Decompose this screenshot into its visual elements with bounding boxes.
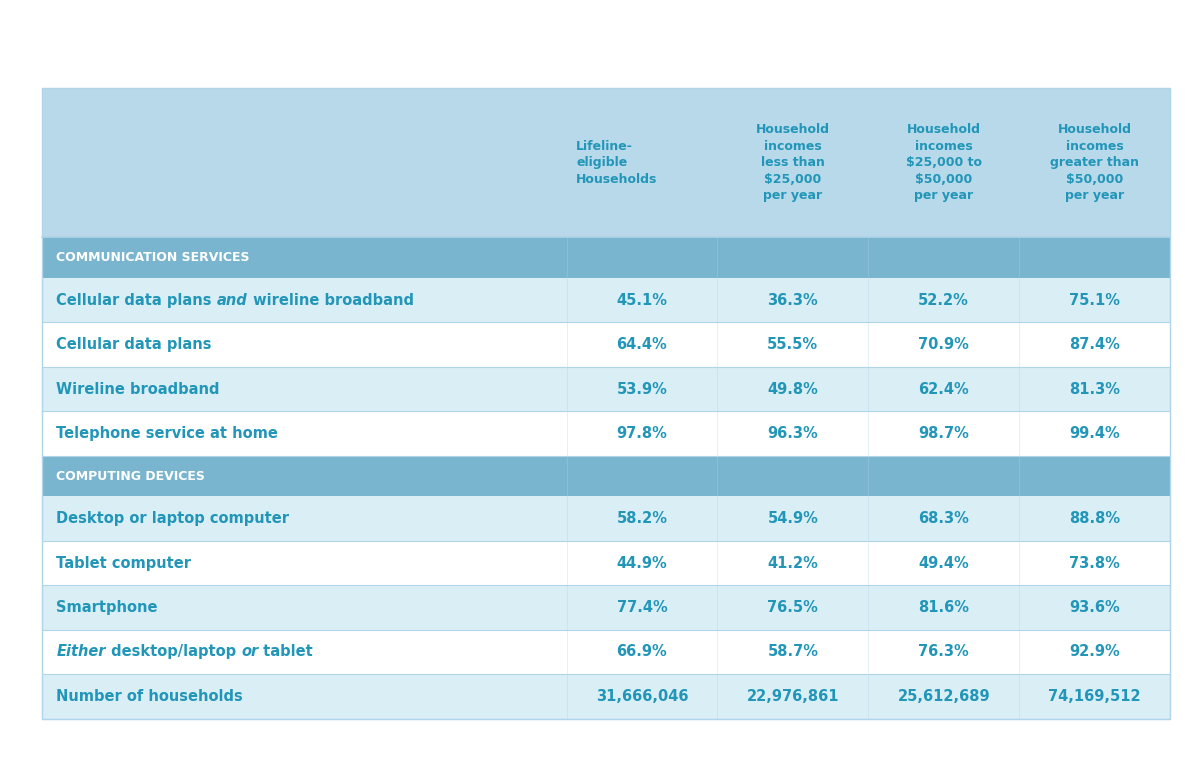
Text: 75.1%: 75.1% bbox=[1069, 293, 1120, 308]
Text: wireline broadband: wireline broadband bbox=[247, 293, 414, 308]
Text: 87.4%: 87.4% bbox=[1069, 337, 1120, 352]
Bar bbox=[42, 541, 1170, 585]
Bar bbox=[42, 367, 1170, 411]
Text: 74,169,512: 74,169,512 bbox=[1049, 689, 1141, 704]
Text: 81.3%: 81.3% bbox=[1069, 381, 1120, 397]
Bar bbox=[42, 88, 1170, 237]
Bar bbox=[42, 674, 1170, 719]
Text: 52.2%: 52.2% bbox=[918, 293, 970, 308]
Text: COMMUNICATION SERVICES: COMMUNICATION SERVICES bbox=[56, 251, 250, 264]
Text: Number of households: Number of households bbox=[56, 689, 244, 704]
Text: Smartphone: Smartphone bbox=[56, 600, 158, 615]
Text: 44.9%: 44.9% bbox=[617, 555, 667, 571]
Text: or: or bbox=[241, 644, 258, 660]
Bar bbox=[42, 278, 1170, 322]
Text: 73.8%: 73.8% bbox=[1069, 555, 1120, 571]
Text: 22,976,861: 22,976,861 bbox=[746, 689, 839, 704]
Bar bbox=[42, 411, 1170, 456]
Text: Lifeline-
eligible
Households: Lifeline- eligible Households bbox=[576, 139, 658, 186]
Text: 49.8%: 49.8% bbox=[767, 381, 818, 397]
Text: Either: Either bbox=[56, 644, 106, 660]
Bar bbox=[42, 496, 1170, 541]
Text: 88.8%: 88.8% bbox=[1069, 511, 1120, 526]
Bar bbox=[42, 585, 1170, 630]
Text: 62.4%: 62.4% bbox=[918, 381, 970, 397]
Text: Tablet computer: Tablet computer bbox=[56, 555, 192, 571]
Text: 68.3%: 68.3% bbox=[918, 511, 970, 526]
Text: 25,612,689: 25,612,689 bbox=[898, 689, 990, 704]
Text: 45.1%: 45.1% bbox=[617, 293, 667, 308]
Text: tablet: tablet bbox=[258, 644, 313, 660]
Text: 93.6%: 93.6% bbox=[1069, 600, 1120, 615]
Text: Household
incomes
greater than
$50,000
per year: Household incomes greater than $50,000 p… bbox=[1050, 123, 1139, 202]
Text: 97.8%: 97.8% bbox=[617, 426, 667, 441]
Text: Cellular data plans: Cellular data plans bbox=[56, 293, 217, 308]
Text: desktop/laptop: desktop/laptop bbox=[106, 644, 241, 660]
Text: 70.9%: 70.9% bbox=[918, 337, 970, 352]
Text: Telephone service at home: Telephone service at home bbox=[56, 426, 278, 441]
Text: 92.9%: 92.9% bbox=[1069, 644, 1120, 660]
Text: COMPUTING DEVICES: COMPUTING DEVICES bbox=[56, 470, 205, 483]
Text: Cellular data plans: Cellular data plans bbox=[56, 337, 212, 352]
Text: 58.2%: 58.2% bbox=[617, 511, 667, 526]
Text: 58.7%: 58.7% bbox=[767, 644, 818, 660]
Text: 99.4%: 99.4% bbox=[1069, 426, 1120, 441]
Text: 36.3%: 36.3% bbox=[768, 293, 818, 308]
Bar bbox=[42, 630, 1170, 674]
Text: 76.5%: 76.5% bbox=[767, 600, 818, 615]
Text: Desktop or laptop computer: Desktop or laptop computer bbox=[56, 511, 289, 526]
Text: 98.7%: 98.7% bbox=[918, 426, 970, 441]
Bar bbox=[42, 322, 1170, 367]
Text: 53.9%: 53.9% bbox=[617, 381, 667, 397]
Text: 66.9%: 66.9% bbox=[617, 644, 667, 660]
Text: 54.9%: 54.9% bbox=[767, 511, 818, 526]
Text: 64.4%: 64.4% bbox=[617, 337, 667, 352]
Text: 96.3%: 96.3% bbox=[768, 426, 818, 441]
Text: Household
incomes
less than
$25,000
per year: Household incomes less than $25,000 per … bbox=[756, 123, 830, 202]
Text: 81.6%: 81.6% bbox=[918, 600, 970, 615]
Text: Household
incomes
$25,000 to
$50,000
per year: Household incomes $25,000 to $50,000 per… bbox=[906, 123, 982, 202]
Text: 41.2%: 41.2% bbox=[767, 555, 818, 571]
Bar bbox=[42, 237, 1170, 278]
Bar bbox=[42, 88, 1170, 719]
Bar bbox=[42, 456, 1170, 496]
Text: 76.3%: 76.3% bbox=[918, 644, 970, 660]
Text: Wireline broadband: Wireline broadband bbox=[56, 381, 220, 397]
Text: and: and bbox=[217, 293, 247, 308]
Text: 49.4%: 49.4% bbox=[918, 555, 970, 571]
Text: 77.4%: 77.4% bbox=[617, 600, 667, 615]
Text: 31,666,046: 31,666,046 bbox=[595, 689, 689, 704]
Text: 55.5%: 55.5% bbox=[767, 337, 818, 352]
